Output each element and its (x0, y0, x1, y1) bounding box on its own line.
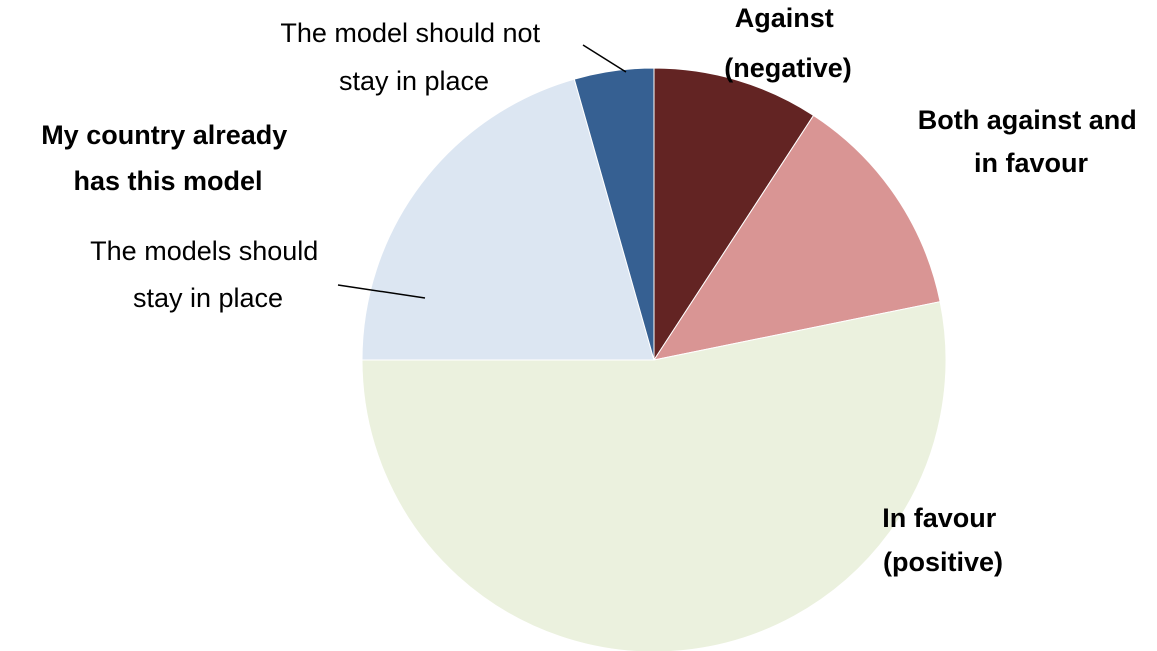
label-models-should-not-stay: The model should not stay in place (280, 18, 547, 96)
leader-line-models-should-not-stay (582, 44, 627, 73)
slice-labels: Against (negative) Both against and in f… (41, 3, 1145, 577)
label-my-country-already-has-this-model: My country already has this model (41, 120, 295, 196)
label-against: Against (negative) (724, 3, 852, 83)
pie-slices (361, 67, 947, 651)
pie-slice-the-models-should-stay-in-place (361, 78, 655, 361)
label-models-should-stay: The models should stay in place (90, 236, 326, 313)
label-both-against-and-in-favour: Both against and in favour (918, 105, 1145, 178)
pie-slice-against-negative (653, 67, 815, 362)
leader-line-models-should-stay (337, 284, 426, 299)
label-in-favour: In favour (positive) (882, 503, 1004, 577)
pie-slice-both-against-and-in-favour (652, 114, 941, 361)
pie-slice-in-favour-positive (361, 301, 947, 651)
pie-slice-the-model-should-not-stay-in-place (573, 67, 655, 361)
leader-lines (337, 44, 627, 299)
